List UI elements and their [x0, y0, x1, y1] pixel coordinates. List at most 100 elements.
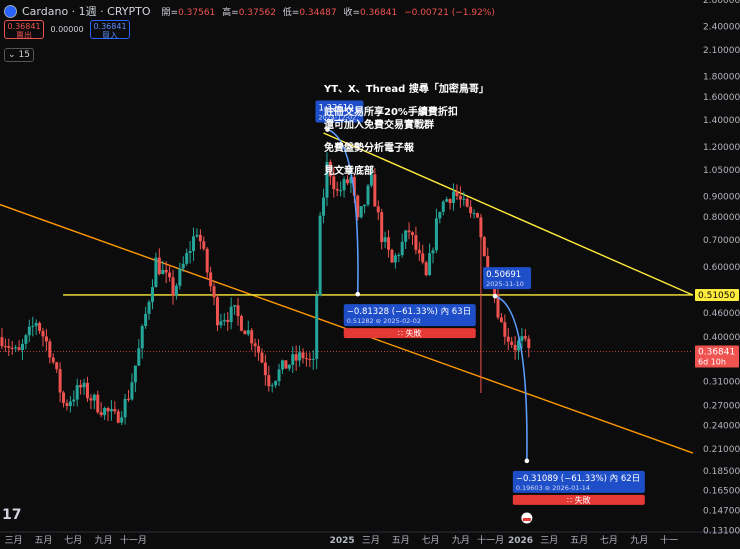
- candle-body: [24, 335, 28, 344]
- candle-body: [462, 198, 466, 200]
- candle-body: [284, 360, 288, 369]
- candles: [0, 152, 531, 426]
- candle-body: [154, 257, 158, 288]
- candle: [222, 313, 226, 326]
- candle-body: [14, 347, 18, 349]
- candle: [38, 321, 42, 335]
- price-tick-label: 0.31000: [703, 377, 740, 387]
- buy-button[interactable]: 0.36841 買入: [90, 20, 130, 40]
- candle-body: [133, 365, 137, 383]
- candle: [116, 408, 120, 424]
- candle: [510, 336, 514, 348]
- candle: [103, 406, 107, 420]
- event-flag-stripe: [522, 518, 531, 521]
- candle-body: [130, 382, 134, 400]
- candle: [171, 269, 175, 305]
- candle-body: [55, 362, 59, 370]
- measure-arrow: [494, 295, 528, 461]
- candle: [157, 248, 161, 276]
- candle: [441, 200, 445, 216]
- candle-body: [421, 253, 425, 263]
- candle-body: [27, 326, 31, 336]
- candle-body: [414, 235, 418, 250]
- candle: [517, 335, 521, 360]
- candle: [20, 339, 24, 360]
- candle-body: [96, 394, 100, 413]
- candle: [390, 248, 394, 263]
- candle: [496, 284, 500, 320]
- time-tick-label: 十一月: [120, 534, 147, 546]
- spread-value: 0.00000: [50, 25, 84, 34]
- candle: [144, 306, 148, 329]
- candle: [188, 241, 192, 264]
- candle-body: [89, 398, 93, 401]
- candle-body: [205, 248, 209, 273]
- candle-body: [212, 286, 216, 298]
- candle-body: [85, 382, 89, 399]
- candle-body: [263, 362, 267, 376]
- candle: [274, 380, 278, 389]
- candle-body: [517, 340, 521, 351]
- candle: [215, 294, 219, 331]
- candle-body: [181, 263, 185, 269]
- trade-buttons: 0.36841 賣出 0.00000 0.36841 買入: [4, 20, 130, 40]
- measure-start-price: 1.32610: [318, 104, 353, 114]
- candle-body: [72, 399, 76, 402]
- candle: [482, 235, 486, 257]
- candle: [349, 174, 353, 193]
- promo-line-2: 註冊交易所享20%手續費折扣: [324, 107, 458, 118]
- time-tick-label: 五月: [392, 535, 410, 546]
- price-tick-label: 0.16500: [703, 487, 740, 497]
- candle-body: [506, 336, 510, 342]
- indicators-box[interactable]: ⌄ 15: [4, 48, 34, 62]
- symbol-title[interactable]: Cardano · 1週 · CRYPTO: [22, 5, 151, 18]
- candle: [513, 335, 517, 360]
- ohlc-readout: 開=0.37561 高=0.37562 低=0.34487 收=0.36841 …: [161, 7, 495, 18]
- measure-start-dot: [325, 127, 330, 132]
- time-tick-label: 九月: [630, 535, 648, 546]
- candle: [267, 365, 271, 392]
- price-tick-label: 1.40000: [703, 116, 740, 126]
- candle: [34, 319, 38, 335]
- candle: [393, 253, 397, 269]
- promo-annotation[interactable]: YT、X、Thread 搜尋「加密鳥哥」 註冊交易所享20%手續費折扣 還可加入…: [324, 83, 489, 178]
- candle: [448, 198, 452, 210]
- candle-body: [68, 401, 72, 406]
- candle-body: [137, 348, 141, 366]
- candle-body: [523, 336, 527, 339]
- measure-start-dot: [492, 293, 498, 299]
- candle-body: [510, 341, 514, 345]
- candle-body: [17, 347, 21, 351]
- sell-button[interactable]: 0.36841 賣出: [4, 20, 44, 40]
- candle-body: [123, 398, 127, 418]
- tradingview-logo-icon[interactable]: 17: [2, 507, 22, 523]
- countdown-label: 6d 10h: [698, 357, 726, 366]
- candle: [277, 363, 281, 387]
- candle: [328, 159, 332, 185]
- candle: [17, 340, 21, 351]
- candle: [400, 233, 404, 258]
- candle: [243, 329, 247, 335]
- candle-body: [486, 256, 490, 277]
- price-tick-label: 0.27000: [703, 401, 740, 411]
- indicators-toggle[interactable]: ⌄ 15: [4, 48, 34, 62]
- price-tick-label: 0.46000: [703, 309, 740, 319]
- candle-body: [48, 341, 52, 358]
- candle-body: [168, 272, 172, 278]
- candle-body: [215, 297, 219, 326]
- candle: [369, 167, 373, 188]
- candle-body: [431, 250, 435, 254]
- measure-start-box: [483, 267, 532, 290]
- candle: [226, 312, 230, 331]
- price-tick-label: 2.10000: [703, 46, 740, 56]
- measure-arrow: [327, 128, 359, 295]
- candle: [75, 378, 79, 407]
- candle: [373, 167, 377, 207]
- candle-body: [185, 252, 189, 264]
- candle-body: [147, 301, 151, 314]
- candle-body: [380, 212, 384, 242]
- candle: [359, 206, 363, 219]
- price-tick-label: 2.80000: [703, 0, 740, 6]
- candle-body: [219, 321, 223, 326]
